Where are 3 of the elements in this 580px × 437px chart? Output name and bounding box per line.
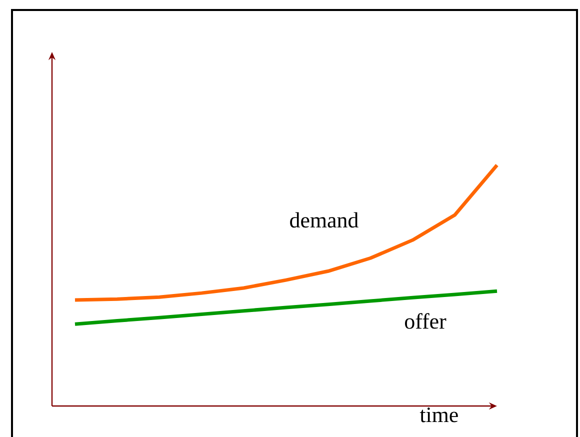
x-axis-title: time: [420, 408, 458, 422]
series-label: demand: [290, 212, 358, 228]
series-label: offer: [405, 313, 446, 329]
